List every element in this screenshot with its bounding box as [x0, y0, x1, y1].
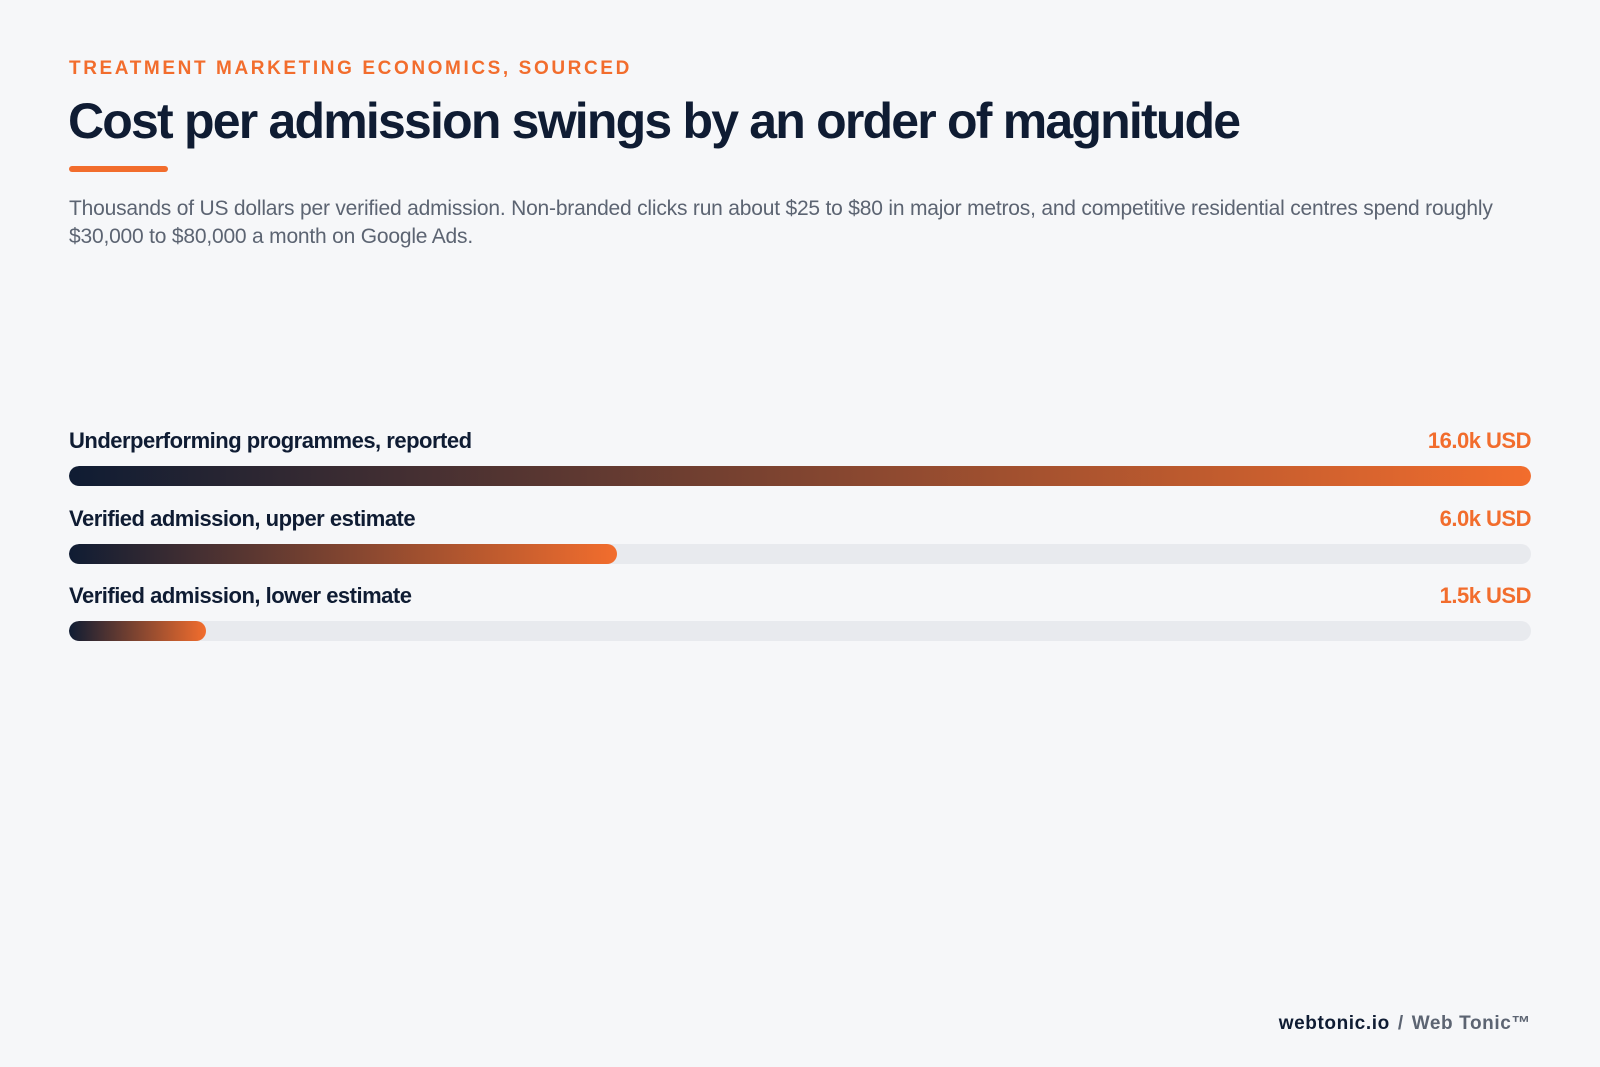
bar-value-label: 1.5k USD	[1439, 583, 1532, 608]
bar-row: Underperforming programmes, reported 16.0…	[69, 428, 1532, 506]
footer-site[interactable]: webtonic.io	[1278, 1013, 1390, 1034]
title-underline	[69, 166, 168, 172]
bar-fill	[69, 621, 207, 641]
bar-track	[69, 543, 1531, 564]
chart-title: Cost per admission swings by an order of…	[68, 93, 1241, 149]
chart-subtitle: Thousands of US dollars per verified adm…	[69, 197, 1493, 248]
footer-separator: /	[1397, 1013, 1404, 1034]
eyebrow-label: TREATMENT MARKETING ECONOMICS, SOURCED	[69, 58, 632, 79]
bar-label: Verified admission, upper estimate	[69, 505, 416, 531]
bar-value-label: 6.0k USD	[1439, 505, 1532, 531]
bar-row: Verified admission, upper estimate 6.0k U…	[69, 505, 1532, 584]
bar-track	[69, 466, 1531, 486]
footer-brand: Web Tonic™	[1411, 1013, 1531, 1034]
bar-track	[69, 621, 1531, 641]
bar-row: Verified admission, lower estimate 1.5k U…	[69, 583, 1532, 661]
bar-fill	[69, 466, 1531, 486]
bar-label: Underperforming programmes, reported	[69, 428, 472, 453]
bar-fill	[69, 543, 618, 564]
bar-chart: Underperforming programmes, reported 16.0…	[69, 428, 1532, 661]
bar-value-label: 16.0k USD	[1427, 428, 1532, 453]
footer-credit: webtonic.io / Web Tonic™	[1279, 1013, 1531, 1035]
bar-label: Verified admission, lower estimate	[69, 583, 412, 608]
